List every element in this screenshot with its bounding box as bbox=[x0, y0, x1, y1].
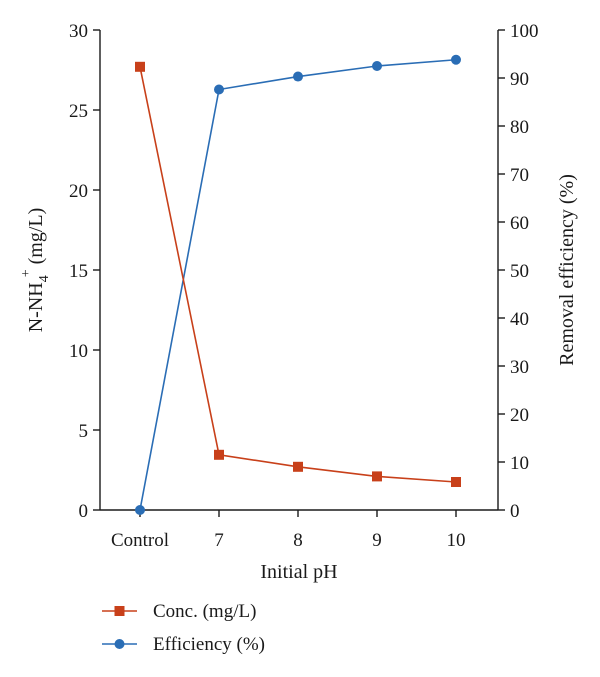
x-axis-title: Initial pH bbox=[260, 561, 337, 583]
right-y-tick-label: 10 bbox=[510, 453, 529, 474]
right-y-tick-label: 70 bbox=[510, 165, 529, 186]
x-tick-label: 7 bbox=[214, 530, 224, 551]
legend-efficiency-label: Efficiency (%) bbox=[153, 634, 265, 655]
concentration-data-point bbox=[135, 61, 145, 72]
right-y-tick-label: 60 bbox=[510, 213, 529, 234]
left-y-axis-title: N-NH4+ (mg/L) bbox=[19, 208, 52, 333]
right-y-tick-label: 100 bbox=[510, 21, 539, 42]
left-y-axis-title-base: N-NH bbox=[25, 282, 47, 332]
concentration-data-point bbox=[451, 477, 461, 487]
right-y-tick-label: 0 bbox=[510, 501, 520, 522]
left-y-tick-label: 10 bbox=[69, 341, 88, 362]
left-y-tick-label: 15 bbox=[69, 261, 88, 282]
concentration-data-point bbox=[214, 449, 224, 460]
left-y-axis-title-subscript: 4 bbox=[37, 275, 52, 282]
x-tick-label: 9 bbox=[372, 530, 382, 551]
left-y-axis-title-superscript: + bbox=[19, 269, 34, 277]
efficiency-data-point bbox=[293, 71, 303, 82]
right-y-tick-label: 30 bbox=[510, 357, 529, 378]
efficiency-series-line bbox=[139, 58, 457, 511]
ticks: 0 5 10 15 20 25 30 0 10 20 30 40 50 60 70 80 90 100 Contro… bbox=[69, 21, 539, 551]
left-y-tick-label: 20 bbox=[69, 181, 88, 202]
right-y-axis-title: Removal efficiency (%) bbox=[556, 174, 578, 366]
left-y-tick-label: 0 bbox=[79, 501, 89, 522]
efficiency-data-point bbox=[372, 61, 382, 71]
right-y-tick-label: 90 bbox=[510, 69, 529, 90]
left-y-tick-label: 5 bbox=[79, 421, 89, 442]
axes bbox=[99, 30, 499, 511]
concentration-data-point bbox=[372, 471, 382, 482]
legend: Conc. (mg/L) Efficiency (%) bbox=[102, 601, 265, 655]
left-y-axis-title-unit: (mg/L) bbox=[25, 208, 47, 270]
right-y-tick-label: 20 bbox=[510, 405, 529, 426]
concentration-series-line bbox=[139, 66, 457, 483]
x-tick-label: 10 bbox=[447, 530, 466, 551]
series-layer bbox=[135, 54, 461, 515]
left-y-tick-label: 25 bbox=[69, 101, 88, 122]
left-y-tick-label: 30 bbox=[69, 21, 88, 42]
efficiency-data-point bbox=[451, 54, 461, 65]
x-tick-label: Control bbox=[111, 530, 169, 551]
concentration-data-point bbox=[293, 461, 303, 472]
x-tick-label: 8 bbox=[293, 530, 303, 551]
legend-concentration-label: Conc. (mg/L) bbox=[153, 601, 256, 622]
right-y-tick-label: 40 bbox=[510, 309, 529, 330]
efficiency-data-point bbox=[135, 505, 145, 515]
legend-concentration-marker bbox=[114, 606, 125, 616]
legend-efficiency-marker bbox=[114, 639, 125, 649]
efficiency-data-point bbox=[214, 84, 224, 95]
right-y-tick-label: 50 bbox=[510, 261, 529, 282]
right-y-tick-label: 80 bbox=[510, 117, 529, 138]
